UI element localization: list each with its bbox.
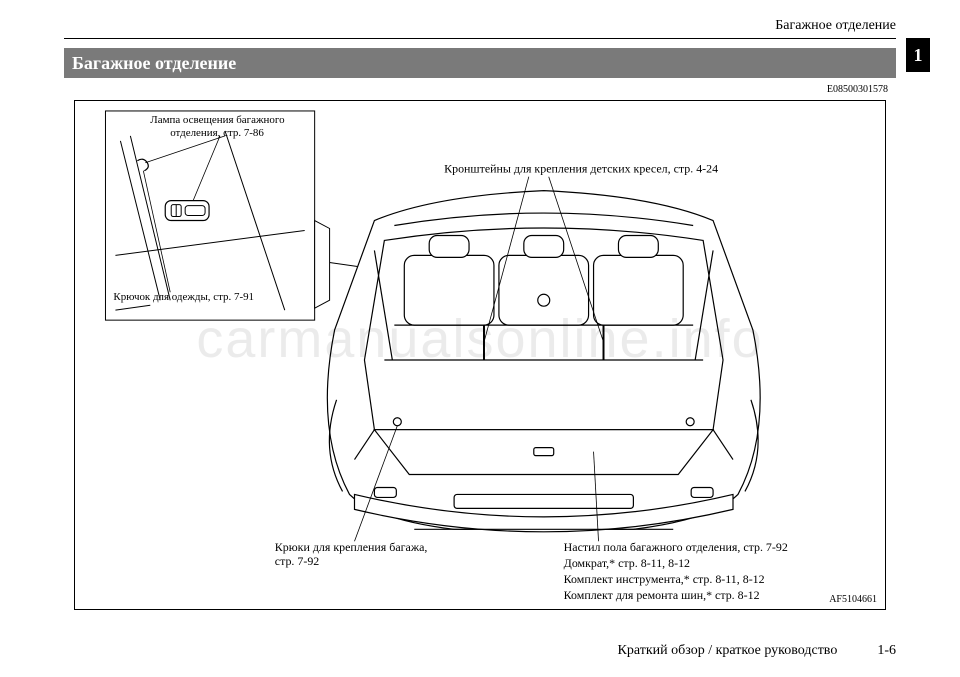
header-rule: [64, 38, 896, 39]
floor-label-l3: Комплект инструмента,* стр. 8-11, 8-12: [564, 572, 765, 586]
floor-label-l1: Настил пола багажного отделения, стр. 7-…: [564, 540, 788, 554]
inset-detail: Лампа освещения багажного отделения, стр…: [105, 111, 314, 320]
page-footer: Краткий обзор / краткое руководство 1-6: [64, 643, 896, 659]
manual-page: carmanualsonline.info Багажное отделение…: [0, 0, 960, 677]
floor-label-l2: Домкрат,* стр. 8-11, 8-12: [564, 556, 690, 570]
child-seat-anchor-label: Кронштейны для крепления детских кресел,…: [444, 162, 718, 176]
lamp-label-l2: отделения, стр. 7-86: [170, 127, 264, 139]
lamp-label-l1: Лампа освещения багажного: [150, 114, 285, 126]
clothes-hook-label: Крючок для одежды, стр. 7-91: [113, 291, 254, 303]
figure-code: AF5104661: [829, 594, 877, 605]
luggage-diagram: Лампа освещения багажного отделения, стр…: [75, 101, 885, 609]
document-code: E08500301578: [827, 84, 888, 95]
header-right-title: Багажное отделение: [775, 18, 896, 34]
footer-page-number: 1-6: [877, 643, 896, 659]
luggage-hooks-label-l2: стр. 7-92: [275, 554, 320, 568]
luggage-hooks-label-l1: Крюки для крепления багажа,: [275, 540, 428, 554]
footer-title: Краткий обзор / краткое руководство: [618, 643, 838, 659]
chapter-tab: 1: [906, 38, 930, 72]
floor-label-l4: Комплект для ремонта шин,* стр. 8-12: [564, 588, 760, 602]
lamp-icon: [165, 201, 209, 221]
figure-container: Лампа освещения багажного отделения, стр…: [74, 100, 886, 610]
vehicle-rear-illustration: [327, 191, 760, 532]
section-title-bar: Багажное отделение: [64, 48, 896, 78]
